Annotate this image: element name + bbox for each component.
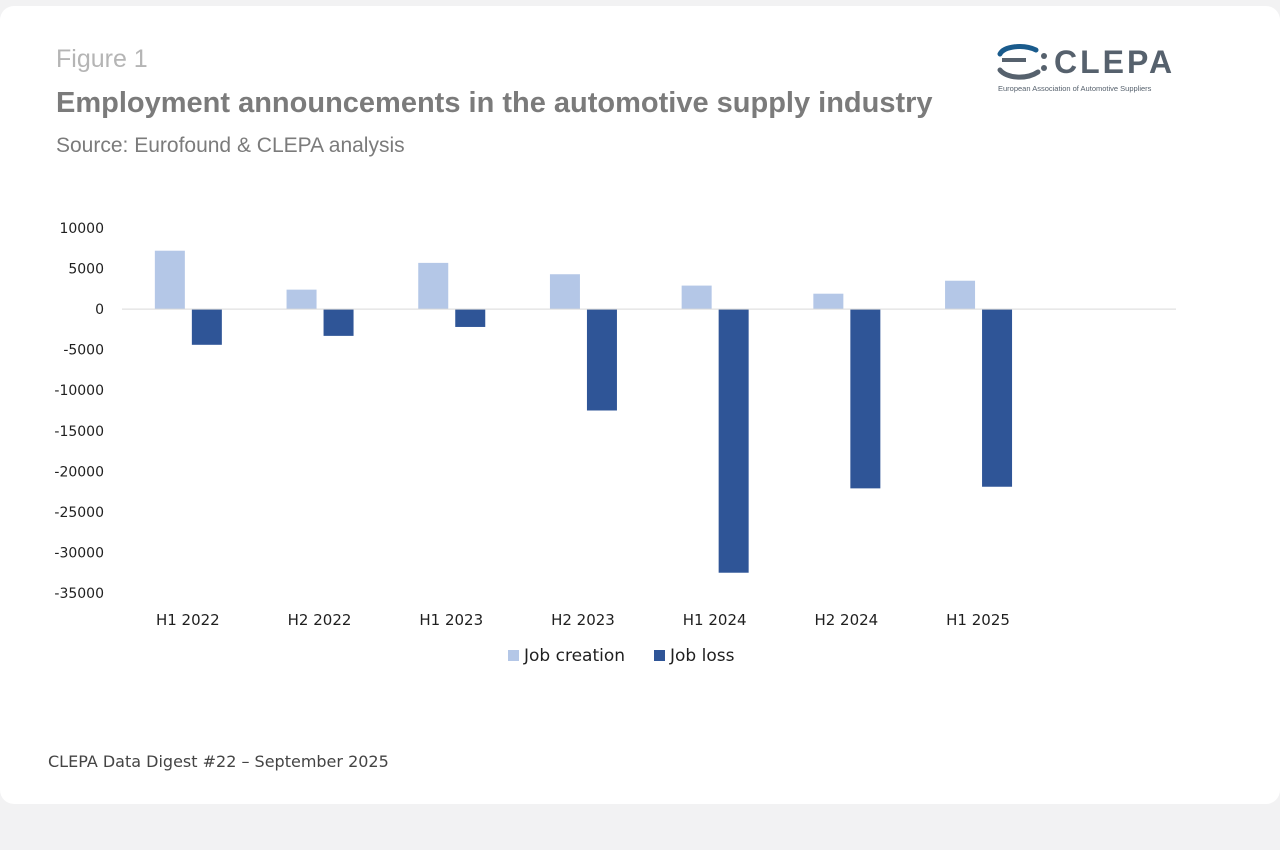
bar-job-creation — [154, 250, 185, 310]
bar-job-creation — [418, 262, 449, 310]
bar-job-creation — [286, 289, 317, 310]
legend-swatch — [654, 650, 665, 661]
y-tick-label: -35000 — [54, 586, 104, 602]
x-axis: H1 2022 H2 2022 H1 2023 H2 2023 H1 2024 H2 20… — [156, 611, 1010, 629]
bar-job-loss — [718, 309, 749, 573]
x-category-label: H1 2022 — [156, 611, 220, 629]
y-tick-label: 10000 — [59, 221, 104, 237]
y-tick-label: 5000 — [68, 262, 104, 278]
y-tick-label: -5000 — [63, 343, 104, 359]
bar-job-creation — [549, 274, 580, 310]
logo-wordmark: CLEPA — [1054, 44, 1176, 80]
x-category-label: H2 2023 — [551, 611, 615, 629]
bar-job-creation — [681, 285, 712, 310]
y-tick-label: -10000 — [54, 383, 104, 399]
bar-job-loss — [323, 309, 354, 336]
legend-label: Job creation — [523, 646, 625, 666]
bar-job-loss — [586, 309, 617, 411]
bars-group — [154, 250, 1013, 573]
clepa-logo: CLEPA European Association of Automotive… — [996, 40, 1188, 98]
chart-legend: Job creation Job loss — [508, 646, 735, 666]
y-tick-label: -30000 — [54, 545, 104, 561]
chart-source: Source: Eurofound & CLEPA analysis — [56, 134, 405, 157]
clepa-swoosh-icon — [997, 44, 1047, 80]
footer-note: CLEPA Data Digest #22 – September 2025 — [48, 752, 389, 771]
bar-job-creation — [813, 293, 844, 310]
bar-chart: 10000 5000 0 -5000 -10000 -15000 -20000 -25000 -… — [54, 221, 1176, 666]
x-category-label: H2 2024 — [814, 611, 878, 629]
bar-job-loss — [982, 309, 1013, 487]
bar-job-loss — [850, 309, 881, 489]
figure-label: Figure 1 — [56, 45, 148, 73]
logo-tagline: European Association of Automotive Suppl… — [998, 84, 1152, 93]
x-category-label: H1 2023 — [419, 611, 483, 629]
y-tick-label: -25000 — [54, 505, 104, 521]
bar-job-loss — [191, 309, 222, 345]
bar-job-loss — [455, 309, 486, 327]
legend-label: Job loss — [669, 646, 735, 666]
bar-job-creation — [945, 280, 976, 310]
y-tick-label: -15000 — [54, 424, 104, 440]
legend-swatch — [508, 650, 519, 661]
y-axis: 10000 5000 0 -5000 -10000 -15000 -20000 -25000 -… — [54, 221, 104, 602]
chart-title: Employment announcements in the automoti… — [56, 87, 933, 119]
x-category-label: H1 2024 — [683, 611, 747, 629]
y-tick-label: -20000 — [54, 464, 104, 480]
x-category-label: H2 2022 — [288, 611, 352, 629]
slide-card — [0, 6, 1280, 804]
x-category-label: H1 2025 — [946, 611, 1010, 629]
y-tick-label: 0 — [95, 302, 104, 318]
